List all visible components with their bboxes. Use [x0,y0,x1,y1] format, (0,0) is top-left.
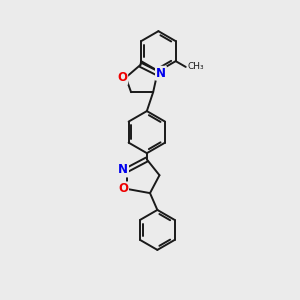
Text: CH₃: CH₃ [188,62,204,71]
Text: O: O [117,71,127,84]
Text: O: O [118,182,128,195]
Text: N: N [156,67,166,80]
Text: N: N [118,164,128,176]
